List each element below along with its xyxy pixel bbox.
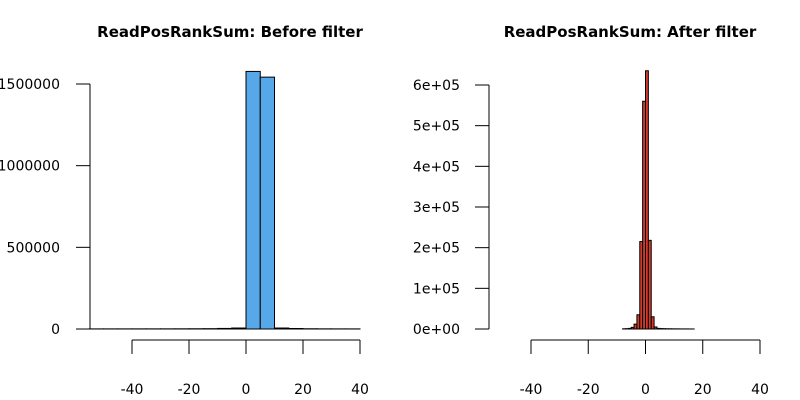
- y-tick-label: 0: [51, 322, 60, 338]
- x-tick-label: 40: [351, 382, 369, 398]
- histogram-bar: [217, 327, 233, 330]
- y-tick-label: 1e+05: [413, 281, 460, 297]
- x-tick-label: 0: [641, 382, 650, 398]
- histogram-panel-after: ReadPosRankSum: After filter -40 -20 0 20 40 0…: [413, 23, 769, 398]
- histogram-bar: [231, 327, 247, 330]
- x-tick-label: 20: [294, 382, 312, 398]
- histogram-bar: [274, 327, 290, 330]
- chart-title: ReadPosRankSum: After filter: [504, 23, 757, 41]
- y-tick-label: 6e+05: [413, 78, 460, 94]
- x-axis: -40 -20 0 20 40: [520, 339, 769, 398]
- y-tick-label: 0e+00: [413, 322, 460, 338]
- y-tick-label: 5e+05: [413, 119, 460, 135]
- x-tick-label: -40: [121, 382, 144, 398]
- y-tick-label: 1000000: [0, 159, 60, 175]
- x-tick-label: -20: [178, 382, 201, 398]
- histogram-bars: [88, 70, 361, 330]
- x-tick-label: -40: [520, 382, 543, 398]
- y-axis: 0 500000 1000000 1500000: [0, 77, 91, 338]
- histogram-bars: [622, 70, 695, 330]
- y-tick-label: 3e+05: [413, 200, 460, 216]
- x-tick-label: 0: [242, 382, 251, 398]
- y-tick-label: 4e+05: [413, 159, 460, 175]
- y-tick-label: 2e+05: [413, 241, 460, 257]
- x-axis: -40 -20 0 20 40: [121, 339, 369, 398]
- histogram-bar: [647, 239, 652, 330]
- histogram-bar: [259, 76, 275, 330]
- x-tick-label: 20: [694, 382, 712, 398]
- y-axis: 0e+00 1e+05 2e+05 3e+05 4e+05 5e+05 6e+05: [413, 78, 490, 338]
- x-tick-label: -20: [577, 382, 600, 398]
- y-tick-label: 500000: [7, 240, 60, 256]
- histogram-bar: [650, 316, 655, 330]
- histogram-panel-before: ReadPosRankSum: Before filter -40 -20 0 20 40…: [0, 23, 369, 398]
- histogram-bar: [245, 70, 261, 330]
- chart-title: ReadPosRankSum: Before filter: [97, 23, 363, 41]
- histogram-bar: [645, 70, 649, 330]
- x-tick-label: 40: [751, 382, 769, 398]
- y-tick-label: 1500000: [0, 77, 60, 93]
